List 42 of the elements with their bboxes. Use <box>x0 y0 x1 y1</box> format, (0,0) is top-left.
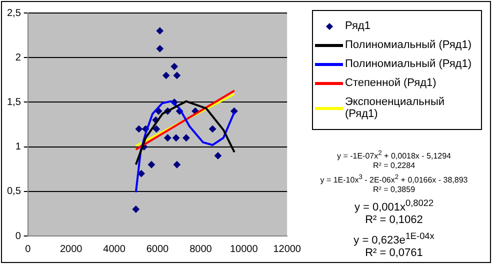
legend-label: Полиномиальный (Ряд1) <box>345 58 472 70</box>
point <box>214 152 222 160</box>
text: R² = 0,0761 <box>364 247 424 260</box>
point <box>162 72 170 79</box>
text: R² = 0,2284 <box>372 160 416 170</box>
x-tick-label: 10000 <box>230 244 258 255</box>
point <box>173 161 180 168</box>
point <box>156 27 164 34</box>
x-tick-label: 8000 <box>190 244 212 255</box>
point <box>170 63 178 70</box>
legend-label: Экспоненциальный (Ряд1) <box>345 96 446 120</box>
point <box>164 134 172 142</box>
text: R² = 0,3859 <box>372 184 416 194</box>
point <box>156 45 164 52</box>
x-tick-label: 12000 <box>273 244 302 255</box>
x-tick-label: 6000 <box>146 244 170 255</box>
y-tick-label: 0 <box>15 230 22 242</box>
y-tick-label: 2,5 <box>6 8 22 19</box>
text: y = 1E-10x$^{3}$ - 2E-06x$^{2}$ + 0,0166x - 38,893 <box>319 174 469 185</box>
point <box>132 206 140 213</box>
text: R² = 0,1062 <box>364 214 424 227</box>
y-tick-label: 2 <box>15 52 22 64</box>
x-tick-label: 2000 <box>60 244 83 255</box>
point <box>152 125 160 132</box>
y-tick-label: 1,5 <box>6 96 22 108</box>
point <box>138 170 145 178</box>
x-tick-label: 0 <box>25 244 32 255</box>
legend-label: Ряд1 <box>345 20 370 32</box>
y-tick-label: 0,5 <box>6 186 22 198</box>
legend-label: Полиномиальный (Ряд1) <box>345 39 472 51</box>
legend-label: Степенной (Ряд1) <box>345 77 436 89</box>
point <box>148 161 155 168</box>
x-tick-label: 4000 <box>103 244 126 255</box>
text: y = 0,001x$^{0,8022}$ <box>353 198 435 214</box>
text: y = 0,623e$^{1E-04x}$ <box>352 231 436 248</box>
point <box>173 72 180 79</box>
point <box>172 134 180 142</box>
point <box>209 125 216 132</box>
point <box>135 125 142 132</box>
point <box>182 134 190 142</box>
y-tick-label: 1 <box>15 142 22 153</box>
text: y = -1E-07x$^{2}$ + 0,0018x - 5,1294 <box>336 150 452 161</box>
